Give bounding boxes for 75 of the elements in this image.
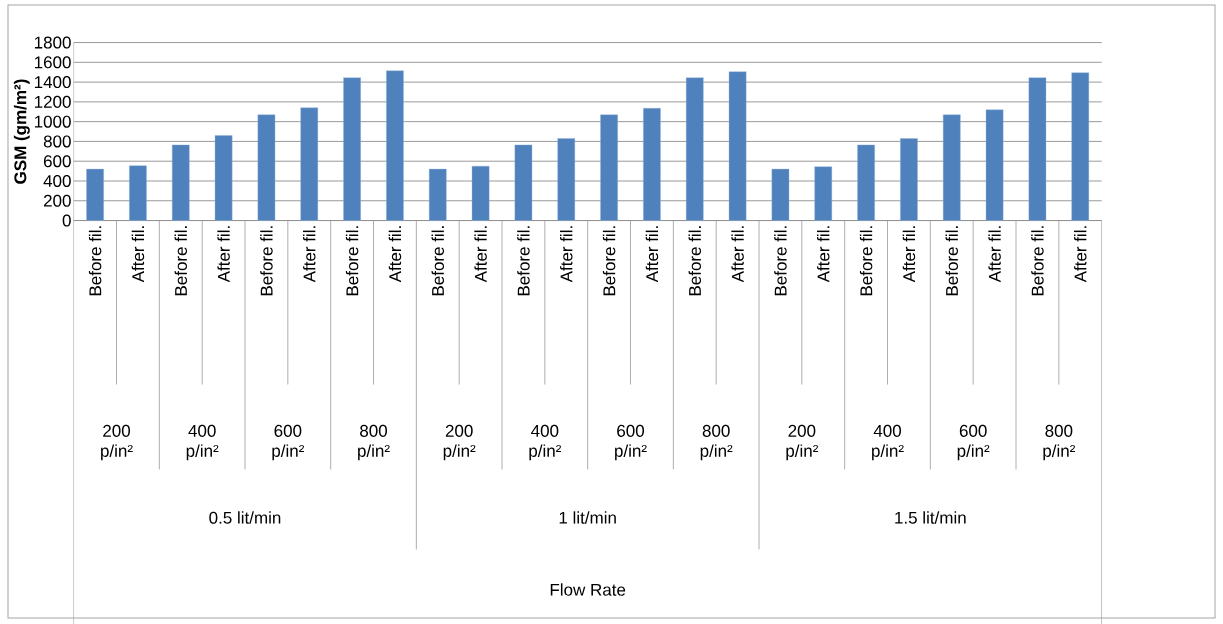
bar	[171, 144, 190, 221]
text: 200 p/in²	[101, 424, 133, 461]
bar	[257, 114, 276, 221]
y-tick-label: 1600	[34, 56, 71, 69]
y-tick-label: 0	[62, 214, 71, 227]
x-tick-label: After fil.	[474, 226, 487, 283]
x-tick-label: After fil.	[131, 226, 145, 283]
text: 600 p/in²	[957, 424, 990, 461]
x-tick-label: After fil.	[217, 226, 230, 283]
y-tick-label: 800	[43, 135, 71, 148]
x-tick-label: Before fil.	[345, 226, 359, 296]
bar	[685, 77, 704, 221]
text: 800 p/in²	[700, 424, 733, 461]
x-tick-label: After fil.	[1074, 226, 1087, 283]
y-tick-label: 1800	[34, 36, 71, 49]
x-tick-label: Before fil.	[517, 226, 530, 296]
text: 200 p/in²	[786, 424, 819, 461]
x-tick-label: Before fil.	[602, 226, 616, 296]
bar	[857, 144, 875, 221]
y-tick-label: 200	[43, 194, 71, 207]
x-tick-label: After fil.	[731, 226, 744, 283]
x-tick-label: After fil.	[388, 226, 402, 283]
x-tick-label: Before fil.	[774, 226, 787, 296]
text: 400 p/in²	[529, 424, 562, 461]
y-tick-label: 1200	[34, 95, 71, 108]
text: 600 p/in²	[615, 424, 647, 461]
bar	[600, 114, 618, 221]
x-tick-label: Before fil.	[1031, 226, 1044, 296]
bar	[771, 168, 790, 221]
y-tick-label: 1000	[34, 115, 71, 128]
bar	[343, 77, 361, 221]
bar	[214, 135, 233, 221]
bar	[728, 71, 747, 221]
text: 600 p/in²	[272, 424, 305, 461]
y-tick-label: 600	[43, 155, 71, 168]
bar	[557, 138, 576, 221]
y-tick-label: 1400	[34, 76, 71, 89]
bar	[1071, 72, 1090, 221]
text: Flow Rate	[550, 583, 626, 596]
x-tick-label: Before fil.	[88, 226, 102, 296]
y-axis-title: GSM (gm/m²)	[13, 79, 30, 184]
x-tick-label: Before fil.	[431, 226, 445, 296]
bar	[386, 70, 404, 221]
bar	[428, 168, 447, 221]
bar	[814, 166, 833, 221]
text: 0.5 lit/min	[209, 511, 281, 524]
text: 1 lit/min	[559, 511, 616, 524]
bar	[985, 109, 1004, 221]
bar	[643, 108, 661, 221]
x-tick-label: After fil.	[645, 226, 659, 283]
x-tick-label: After fil.	[303, 226, 316, 283]
text: 1.5 lit/min	[895, 511, 966, 524]
x-tick-label: Before fil.	[688, 226, 702, 296]
y-tick-label: 400	[43, 174, 71, 188]
x-tick-label: After fil.	[988, 226, 1001, 283]
bar	[86, 168, 104, 221]
bar	[300, 107, 319, 221]
bar	[942, 114, 961, 221]
bar	[514, 144, 533, 221]
x-tick-label: After fil.	[560, 226, 573, 283]
x-tick-label: Before fil.	[945, 226, 959, 296]
x-tick-label: Before fil.	[260, 226, 273, 296]
text: 400 p/in²	[186, 424, 219, 461]
x-tick-label: After fil.	[902, 226, 916, 283]
bar	[471, 165, 490, 221]
bar	[1028, 77, 1047, 221]
bar	[900, 138, 918, 221]
x-tick-label: Before fil.	[859, 226, 873, 296]
text: 400 p/in²	[872, 424, 904, 461]
x-tick-label: Before fil.	[174, 226, 188, 296]
bar	[129, 165, 147, 221]
x-tick-label: After fil.	[817, 226, 830, 283]
text: 800 p/in²	[1043, 424, 1076, 461]
text: 200 p/in²	[443, 424, 476, 461]
text: 800 p/in²	[358, 424, 390, 461]
